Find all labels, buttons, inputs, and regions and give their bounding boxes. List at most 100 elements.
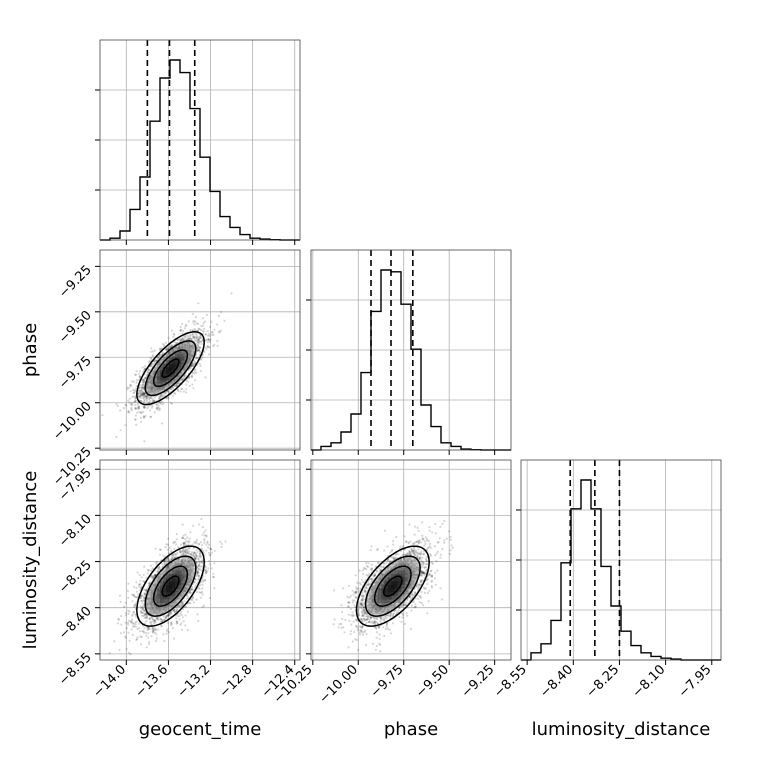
sample-point: [193, 323, 196, 326]
sample-point: [199, 328, 202, 331]
sample-point: [205, 313, 208, 316]
sample-point: [158, 395, 161, 398]
data-layer: [100, 40, 721, 661]
sample-point: [138, 370, 141, 373]
sample-point: [143, 393, 146, 396]
sample-point: [131, 409, 134, 412]
sample-point: [207, 567, 210, 570]
histogram-geocent_time: [100, 59, 300, 241]
sample-point: [187, 377, 190, 380]
sample-point: [201, 593, 204, 596]
sample-point: [143, 376, 147, 380]
sample-point: [151, 620, 154, 623]
sample-point: [145, 634, 148, 637]
sample-point: [213, 587, 216, 590]
sample-point: [171, 386, 174, 389]
sample-point: [201, 583, 204, 586]
sample-point: [131, 388, 135, 391]
sample-point: [213, 562, 216, 565]
sample-point: [210, 333, 213, 336]
sample-point: [200, 517, 203, 521]
sample-point: [152, 355, 155, 358]
sample-point: [162, 633, 165, 636]
sample-point: [166, 622, 169, 625]
sample-point: [139, 605, 142, 608]
sample-point: [198, 348, 201, 352]
sample-point: [159, 548, 162, 551]
sample-point: [159, 553, 162, 556]
sample-point: [210, 567, 213, 570]
sample-point: [180, 338, 183, 341]
sample-point: [134, 400, 137, 403]
sample-point: [192, 524, 195, 528]
sample-point: [201, 526, 204, 529]
sample-point: [119, 409, 122, 412]
sample-point: [139, 396, 142, 399]
sample-point: [139, 416, 142, 419]
sample-point: [143, 416, 146, 419]
sample-point: [134, 418, 137, 421]
sample-point: [182, 620, 185, 623]
sample-point: [130, 385, 133, 388]
density-cell: [181, 343, 185, 348]
sample-point: [209, 325, 212, 328]
sample-point: [177, 388, 180, 391]
sample-point: [187, 335, 190, 338]
sample-point: [182, 537, 185, 540]
sample-point: [193, 551, 196, 554]
sample-point: [205, 339, 208, 342]
sample-point: [167, 537, 170, 540]
sample-point: [195, 371, 198, 374]
sample-point: [184, 391, 188, 394]
sample-point: [170, 345, 173, 348]
sample-point: [138, 630, 142, 633]
sample-point: [162, 342, 165, 346]
sample-point: [143, 613, 146, 616]
sample-point: [169, 401, 172, 404]
sample-point: [193, 337, 196, 340]
sample-point: [126, 388, 129, 391]
sample-point: [150, 347, 153, 350]
sample-point: [167, 347, 170, 350]
sample-point: [137, 406, 140, 409]
sample-point: [184, 614, 187, 617]
sample-point: [151, 630, 154, 633]
sample-point: [201, 356, 204, 359]
sample-point: [182, 329, 185, 332]
sample-point: [131, 401, 134, 404]
sample-point: [208, 554, 211, 557]
sample-point: [184, 538, 187, 541]
sample-point: [213, 328, 216, 331]
sample-point: [136, 403, 139, 406]
sample-point: [133, 389, 136, 392]
sample-point: [204, 333, 207, 336]
sample-point: [137, 627, 141, 630]
sample-point: [142, 573, 145, 577]
sample-point: [136, 636, 139, 639]
sample-point: [170, 343, 173, 346]
sample-point: [123, 605, 126, 608]
sample-point: [167, 631, 170, 634]
sample-point: [194, 357, 197, 360]
sample-point: [190, 345, 193, 348]
sample-point: [151, 576, 154, 579]
sample-point: [193, 339, 196, 342]
sample-point: [179, 610, 183, 613]
sample-point: [187, 551, 190, 555]
sample-point: [189, 337, 192, 340]
sample-point: [124, 424, 127, 427]
sample-point: [159, 617, 163, 621]
sample-point: [143, 406, 146, 409]
sample-point: [195, 334, 198, 337]
sample-point: [216, 323, 219, 326]
sample-point: [200, 358, 203, 361]
sample-point: [224, 540, 227, 543]
sample-point: [217, 330, 220, 333]
sample-point: [139, 384, 142, 387]
sample-point: [201, 579, 204, 582]
sample-point: [191, 329, 194, 332]
sample-point: [159, 620, 162, 623]
sample-point: [205, 549, 208, 552]
sample-point: [133, 391, 136, 394]
